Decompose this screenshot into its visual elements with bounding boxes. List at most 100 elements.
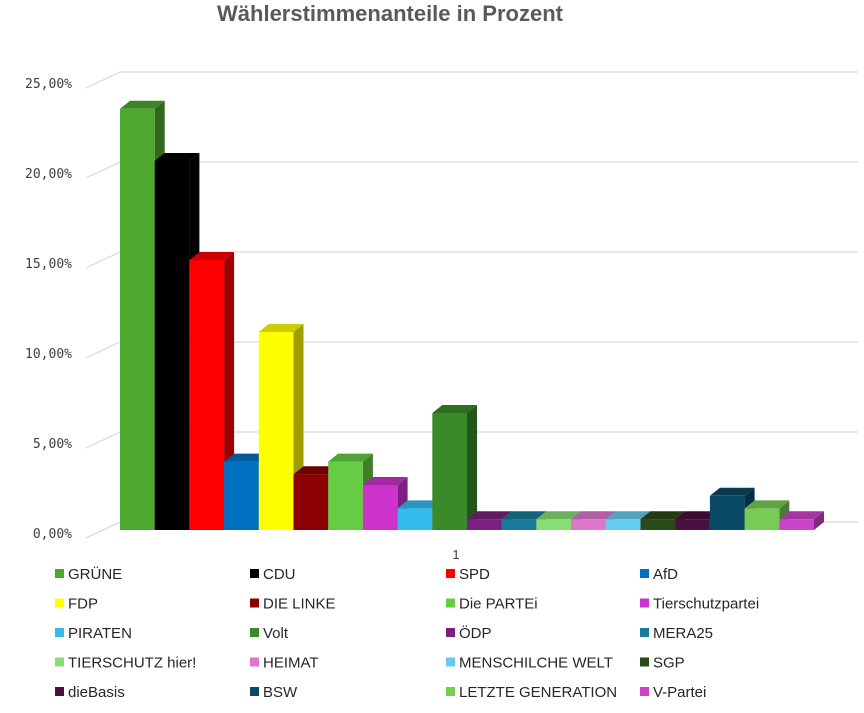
legend-swatch [446, 628, 455, 637]
y-tick-label: 0,00% [33, 527, 72, 542]
legend-label: HEIMAT [263, 655, 319, 672]
bar-front [501, 519, 537, 530]
legend-swatch [446, 687, 455, 696]
bar-top [640, 511, 686, 520]
bar-top [328, 453, 373, 462]
legend-label: TIERSCHUTZ hier! [68, 655, 196, 672]
legend-item: FDP [55, 596, 98, 613]
legend-swatch [446, 657, 455, 667]
bar-front [293, 474, 329, 530]
chart-title: Wählerstimmenanteile in Prozent [217, 1, 564, 26]
bar-top [432, 405, 477, 413]
legend-item: dieBasis [55, 684, 125, 701]
legend-item: LETZTE GENERATION [446, 684, 617, 701]
bar-top [189, 252, 235, 260]
legend-label: SPD [459, 566, 490, 583]
bar-volt [432, 405, 477, 530]
gridline [85, 71, 858, 89]
bar-tierschutzpartei [362, 477, 408, 530]
legend-item: V-Partei [640, 684, 706, 701]
legend-swatch [640, 598, 649, 608]
legend-item: ÖDP [446, 624, 492, 642]
legend-label: DIE LINKE [263, 596, 336, 613]
bar-top [605, 511, 651, 520]
bar-spd [189, 252, 235, 530]
gridline [85, 161, 858, 179]
legend-swatch [55, 657, 64, 667]
bar-front [536, 519, 572, 530]
legend-label: SGP [653, 655, 685, 672]
legend-item: MERA25 [640, 625, 713, 642]
legend-swatch [55, 598, 64, 608]
x-tick-label: 1 [452, 547, 459, 562]
y-tick-label: 5,00% [33, 437, 72, 452]
bar-front [467, 519, 502, 530]
legend-label: Die PARTEi [459, 596, 538, 613]
legend-swatch [55, 569, 64, 578]
bar-front [362, 485, 398, 530]
bar-front [744, 508, 780, 530]
legend-swatch [250, 569, 259, 578]
legend-label: AfD [653, 566, 678, 583]
bar-top [744, 500, 790, 509]
legend-label: dieBasis [68, 684, 125, 701]
bar-front [328, 461, 363, 530]
bar-top [709, 487, 755, 496]
legend-label: Volt [263, 625, 289, 642]
legend-swatch [446, 569, 455, 578]
bar-front [640, 519, 676, 530]
legend: GRÜNE CDU SPD AfD FDP DIE LINKE Die PARTEi Tier… [55, 565, 759, 701]
bar-front [675, 519, 710, 530]
y-tick-label: 20,00% [25, 167, 72, 182]
legend-label: MERA25 [653, 625, 713, 642]
bar-top [536, 511, 582, 520]
bar-top [675, 511, 720, 520]
bar-front [154, 161, 190, 530]
legend-item: BSW [250, 684, 298, 701]
legend-item: PIRATEN [55, 625, 132, 642]
bar-top [397, 500, 443, 509]
legend-swatch [640, 569, 649, 578]
legend-swatch [640, 628, 649, 637]
bar-top [571, 511, 616, 520]
bar-front [189, 260, 225, 530]
bar-side [814, 511, 824, 530]
bar-front [605, 519, 641, 530]
legend-swatch [250, 598, 259, 608]
bar-front [258, 332, 294, 530]
legend-item: CDU [250, 566, 296, 583]
y-axis-ticks: 0,00% 5,00% 10,00% 15,00% 20,00% 25,00% [25, 77, 72, 542]
legend-item: DIE LINKE [250, 596, 336, 613]
bar-front [779, 519, 814, 530]
bar-top [501, 511, 547, 520]
bar-side [467, 405, 477, 530]
legend-swatch [250, 657, 259, 667]
bar-front [397, 508, 433, 530]
legend-swatch [55, 628, 64, 637]
y-tick-label: 10,00% [25, 347, 72, 362]
legend-label: V-Partei [653, 684, 706, 701]
x-axis-ticks: 1 [452, 547, 459, 562]
legend-item: SGP [640, 655, 685, 672]
legend-swatch [640, 657, 649, 667]
legend-item: TIERSCHUTZ hier! [55, 655, 196, 672]
legend-label: PIRATEN [68, 625, 132, 642]
legend-item: MENSCHILCHE WELT [446, 655, 613, 672]
legend-label: Tierschutzpartei [653, 596, 759, 613]
bar-top [258, 324, 304, 332]
legend-label: GRÜNE [68, 565, 122, 583]
bar-top [120, 100, 165, 109]
legend-item: Die PARTEi [446, 596, 538, 613]
legend-label: LETZTE GENERATION [459, 684, 617, 701]
bar-top [154, 153, 200, 161]
legend-swatch [250, 628, 259, 637]
legend-swatch [640, 687, 649, 696]
legend-item: GRÜNE [55, 565, 122, 583]
y-tick-label: 15,00% [25, 257, 72, 272]
bar-top [362, 477, 408, 485]
legend-item: Volt [250, 625, 289, 642]
legend-item: AfD [640, 566, 678, 583]
bar-front [709, 495, 745, 530]
legend-swatch [55, 687, 64, 696]
